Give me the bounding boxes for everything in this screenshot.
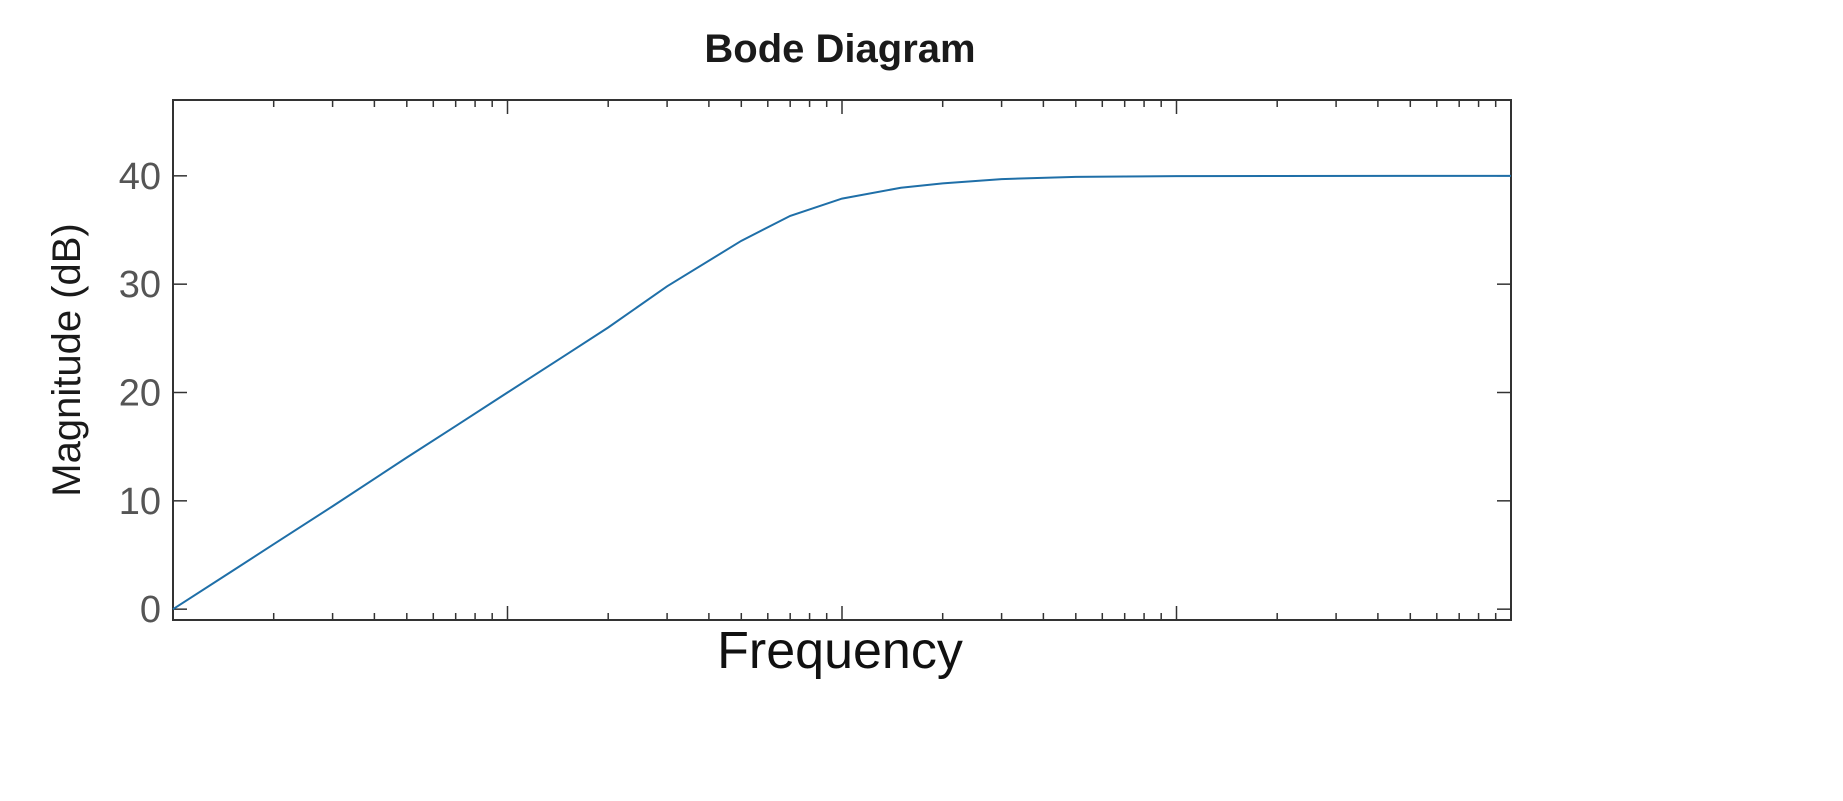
y-tick-label: 0 xyxy=(140,589,161,631)
y-tick-label: 10 xyxy=(119,481,161,523)
y-tick-label: 40 xyxy=(119,156,161,198)
x-axis-label: Frequency xyxy=(717,622,963,680)
magnitude-series-line xyxy=(172,174,1511,611)
chart-title: Bode Diagram xyxy=(704,27,975,71)
y-tick-labels: 0 10 20 30 40 xyxy=(119,156,161,631)
y-axis-label: Magnitude (dB) xyxy=(45,223,89,496)
y-tick-label: 20 xyxy=(119,373,161,415)
y-tick-label: 30 xyxy=(119,264,161,306)
series-layer xyxy=(172,174,1511,611)
plot-area xyxy=(172,99,1512,621)
